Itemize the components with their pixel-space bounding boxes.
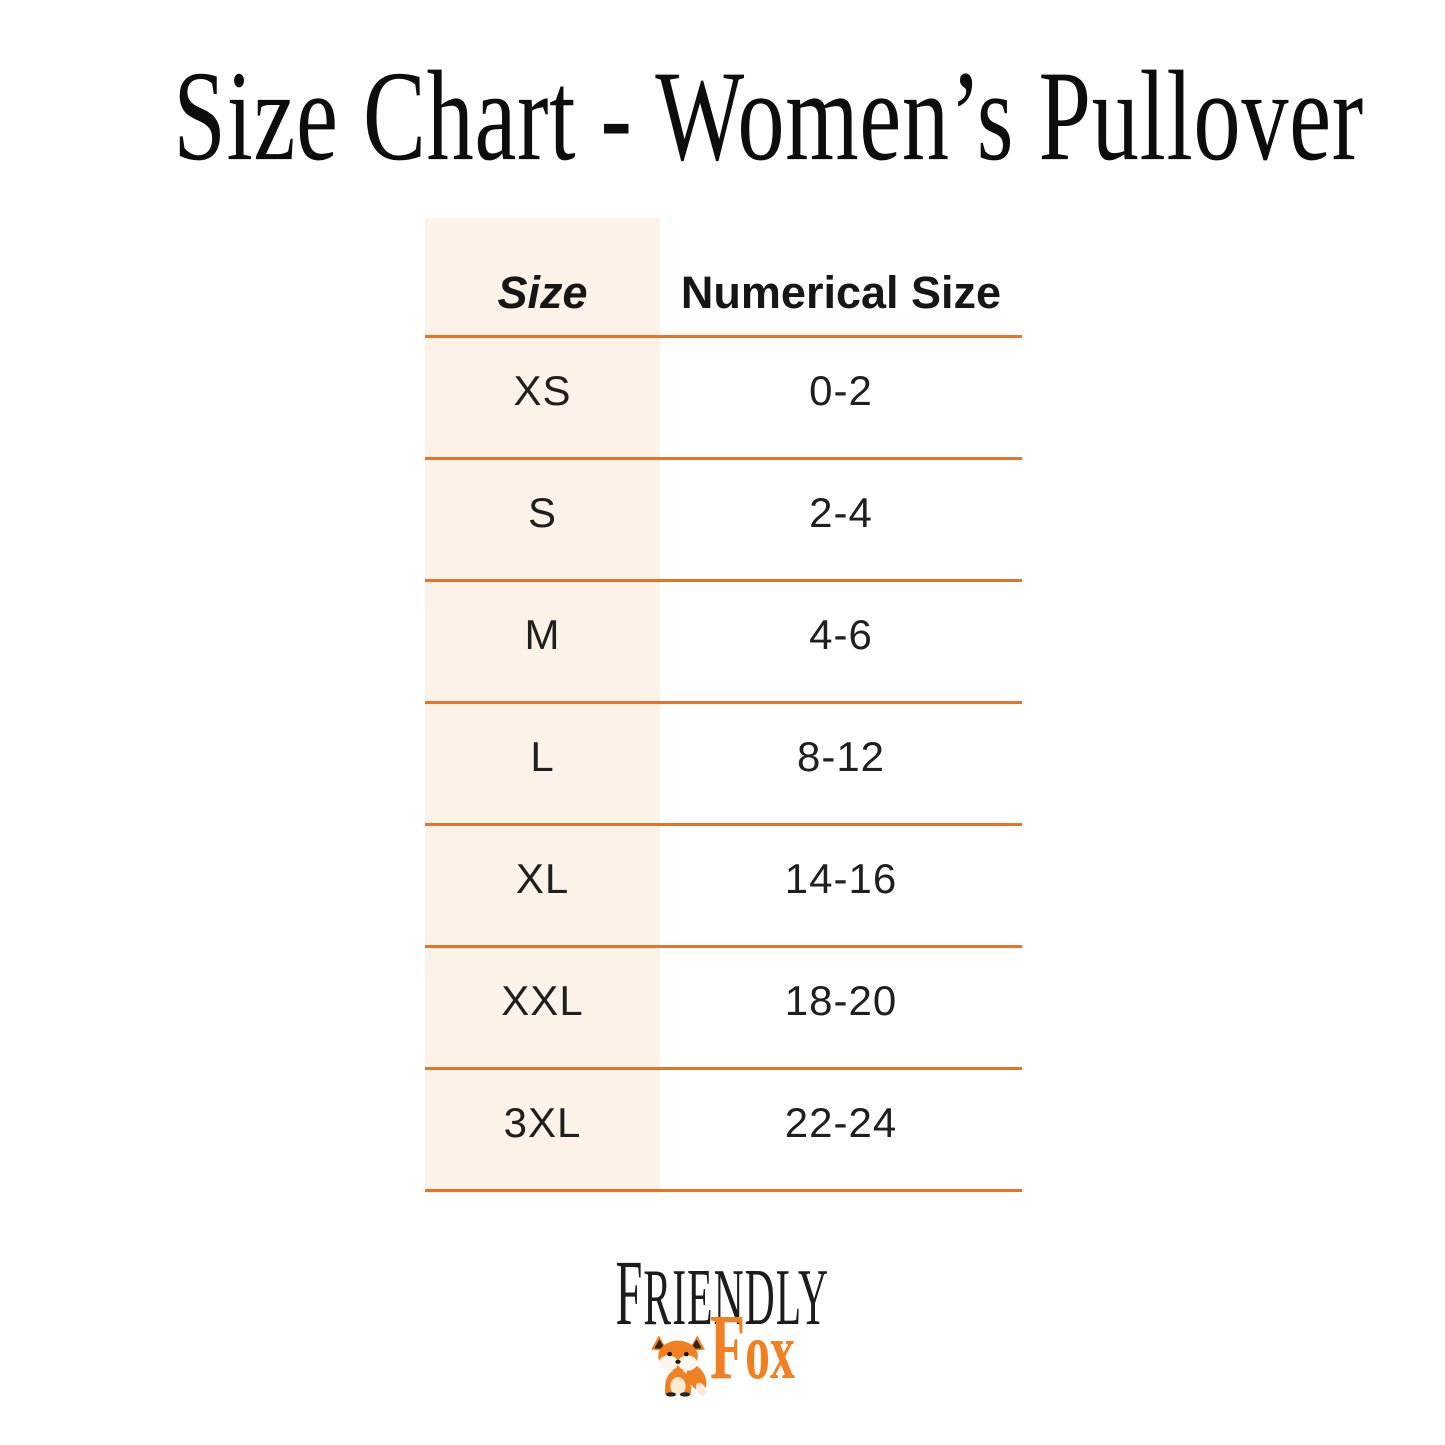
table-header-row: Size Numerical Size bbox=[425, 218, 1022, 338]
numerical-column-header: Numerical Size bbox=[680, 266, 1002, 318]
page-title: Size Chart - Women’s Pullover bbox=[173, 44, 1364, 188]
brand-name-line1: Friendly bbox=[0, 1248, 1445, 1341]
table-row: S 2-4 bbox=[425, 460, 1022, 582]
table-row: XL 14-16 bbox=[425, 826, 1022, 948]
size-cell: XXL bbox=[501, 976, 584, 1024]
size-column-background bbox=[425, 218, 660, 1193]
brand-friendly-text: Friendly bbox=[615, 1242, 830, 1345]
numerical-cell: 8-12 bbox=[796, 732, 886, 780]
fox-icon bbox=[651, 1335, 707, 1397]
numerical-cell: 2-4 bbox=[809, 488, 873, 536]
table-row: XXL 18-20 bbox=[425, 948, 1022, 1070]
size-chart-table: Size Numerical Size XS 0-2 S 2-4 M 4-6 L… bbox=[425, 218, 1022, 1193]
size-cell: M bbox=[524, 610, 561, 658]
numerical-cell: 18-20 bbox=[784, 976, 898, 1024]
table-row: 3XL 22-24 bbox=[425, 1070, 1022, 1192]
size-cell: L bbox=[530, 732, 555, 780]
size-cell: 3XL bbox=[503, 1098, 582, 1146]
table-row: M 4-6 bbox=[425, 582, 1022, 704]
numerical-cell: 4-6 bbox=[809, 610, 873, 658]
size-cell: XS bbox=[513, 366, 572, 414]
size-column-header: Size bbox=[497, 266, 588, 318]
size-cell: S bbox=[527, 488, 557, 536]
numerical-cell: 14-16 bbox=[784, 854, 898, 902]
numerical-cell: 22-24 bbox=[784, 1098, 898, 1146]
brand-fox-text: Fox bbox=[710, 1296, 795, 1399]
size-cell: XL bbox=[515, 854, 570, 902]
table-row: L 8-12 bbox=[425, 704, 1022, 826]
table-row: XS 0-2 bbox=[425, 338, 1022, 460]
brand-name-line2: Fox bbox=[0, 1296, 1445, 1399]
numerical-cell: 0-2 bbox=[809, 366, 873, 414]
